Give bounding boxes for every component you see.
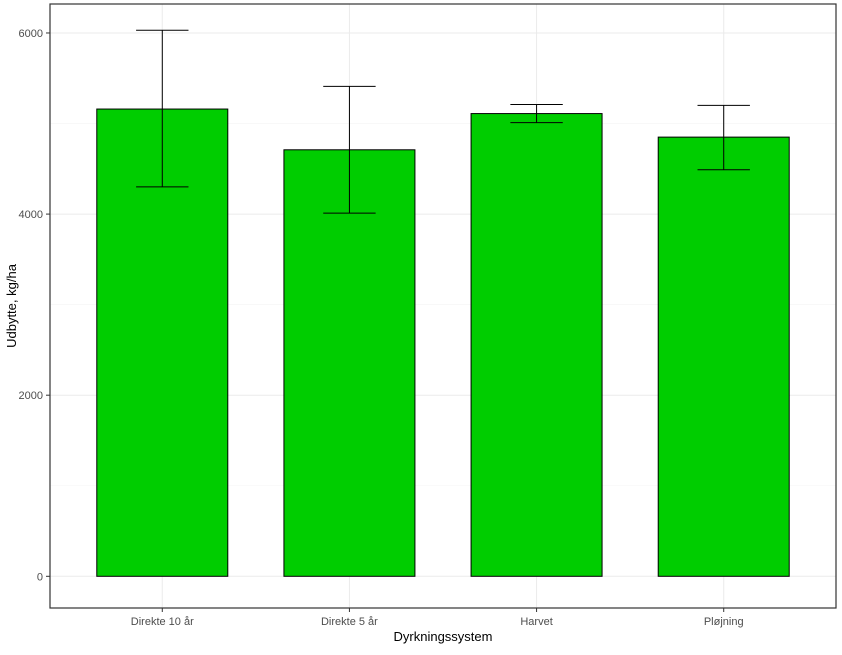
x-axis-title: Dyrkningssystem — [394, 629, 493, 644]
x-tick-label: Direkte 5 år — [321, 616, 378, 628]
error-bars — [136, 29, 750, 214]
y-axis-ticks: 0 2000 4000 6000 — [19, 28, 50, 583]
y-tick-label: 0 — [37, 571, 43, 583]
bars — [96, 108, 790, 577]
y-axis-title: Udbytte, kg/ha — [4, 263, 19, 348]
y-tick-label: 4000 — [19, 209, 43, 221]
y-tick-label: 2000 — [19, 390, 43, 402]
x-tick-label: Direkte 10 år — [131, 616, 194, 628]
y-tick-label: 6000 — [19, 28, 43, 40]
x-axis-ticks: Direkte 10 år Direkte 5 år Harvet Pløjning — [131, 608, 744, 628]
plot-panel-border — [49, 3, 837, 609]
bar — [470, 113, 603, 577]
x-tick-label: Harvet — [520, 616, 552, 628]
bar — [657, 136, 790, 577]
bar — [283, 149, 416, 577]
x-tick-label: Pløjning — [704, 616, 744, 628]
